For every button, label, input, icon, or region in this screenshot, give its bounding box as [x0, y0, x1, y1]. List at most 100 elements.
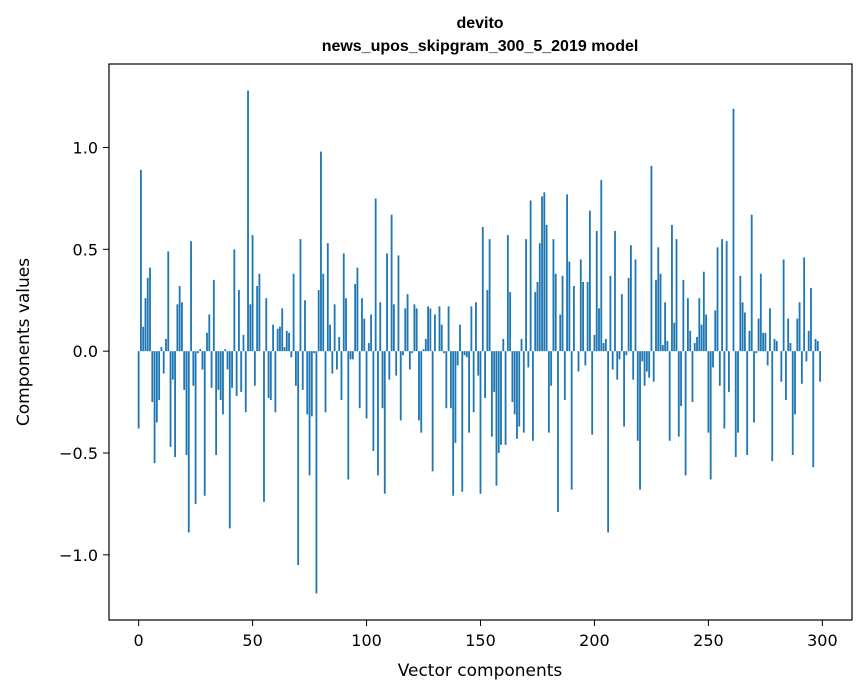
- bar: [748, 330, 751, 352]
- bar: [686, 298, 689, 352]
- bar: [650, 165, 653, 352]
- bar: [682, 279, 685, 352]
- x-ticks: 0 50 100 150 200 250 300: [134, 620, 838, 650]
- bar: [588, 210, 591, 352]
- x-tick-label: 300: [807, 631, 838, 650]
- bar: [340, 351, 343, 401]
- bar: [251, 235, 254, 352]
- bar: [582, 281, 584, 352]
- bar: [604, 338, 607, 352]
- bar: [566, 194, 569, 352]
- bar: [345, 298, 347, 352]
- bar: [372, 351, 375, 451]
- bar: [183, 351, 186, 390]
- bar: [176, 304, 179, 352]
- bar: [643, 351, 646, 386]
- bar: [602, 343, 605, 352]
- bar: [728, 351, 730, 392]
- bar: [753, 351, 755, 423]
- bar: [174, 351, 176, 458]
- bar: [194, 351, 197, 504]
- bar: [424, 338, 427, 352]
- bar: [707, 351, 710, 433]
- bar: [614, 231, 616, 352]
- bar: [570, 351, 573, 490]
- bar: [415, 308, 418, 352]
- bar: [762, 332, 765, 352]
- bar: [664, 302, 667, 352]
- bar: [812, 351, 815, 468]
- bar: [718, 351, 721, 386]
- bar: [381, 351, 384, 409]
- bar: [490, 351, 493, 437]
- bar: [803, 257, 806, 352]
- bar: [196, 351, 199, 354]
- bar: [167, 251, 170, 352]
- bar: [388, 351, 391, 380]
- bar: [641, 351, 644, 362]
- bar: [272, 324, 275, 352]
- bar: [723, 351, 726, 429]
- bar: [379, 302, 382, 352]
- bar: [632, 351, 635, 380]
- bar: [486, 290, 489, 352]
- bar: [160, 347, 163, 352]
- bar: [447, 306, 450, 352]
- bar: [178, 285, 181, 352]
- bar: [721, 239, 723, 352]
- bar: [516, 351, 518, 439]
- bar: [536, 281, 539, 352]
- bar: [500, 351, 502, 445]
- bar: [185, 351, 188, 456]
- bar: [800, 351, 803, 384]
- bar: [591, 351, 594, 435]
- bar: [705, 314, 708, 352]
- bar: [208, 314, 211, 352]
- bar: [404, 308, 407, 352]
- bar: [288, 332, 290, 352]
- bar: [324, 351, 327, 413]
- bar: [320, 151, 322, 352]
- bar: [725, 241, 728, 352]
- bar: [310, 351, 313, 417]
- bar: [543, 192, 546, 352]
- bar: [511, 351, 514, 403]
- bar: [402, 351, 404, 356]
- bar: [276, 328, 279, 352]
- bar: [545, 224, 548, 352]
- bar: [769, 308, 771, 352]
- bar: [187, 351, 190, 533]
- bar: [743, 312, 746, 352]
- bar: [190, 241, 192, 352]
- bar: [422, 349, 425, 352]
- bar: [782, 259, 785, 352]
- bar: [684, 351, 687, 476]
- bar: [810, 288, 812, 352]
- bar: [559, 314, 562, 352]
- bar: [308, 351, 311, 476]
- bar: [547, 351, 550, 433]
- bar: [358, 351, 361, 409]
- bar: [158, 351, 161, 401]
- bar: [247, 90, 249, 352]
- bar: [716, 247, 719, 352]
- bar: [789, 343, 792, 352]
- bar: [477, 351, 480, 376]
- bar: [367, 343, 370, 352]
- bar: [677, 351, 680, 437]
- bar: [212, 279, 215, 352]
- bar: [759, 273, 762, 352]
- bar: [452, 351, 455, 496]
- bar: [210, 351, 213, 388]
- bar: [240, 351, 243, 392]
- bar: [222, 351, 224, 415]
- bar: [819, 351, 821, 382]
- bar: [700, 324, 703, 352]
- bar: [579, 259, 582, 352]
- bar: [397, 255, 400, 352]
- bar: [267, 351, 270, 398]
- bar: [620, 294, 623, 352]
- bar: [673, 322, 676, 352]
- bar: [285, 330, 288, 352]
- x-tick-label: 0: [134, 631, 144, 650]
